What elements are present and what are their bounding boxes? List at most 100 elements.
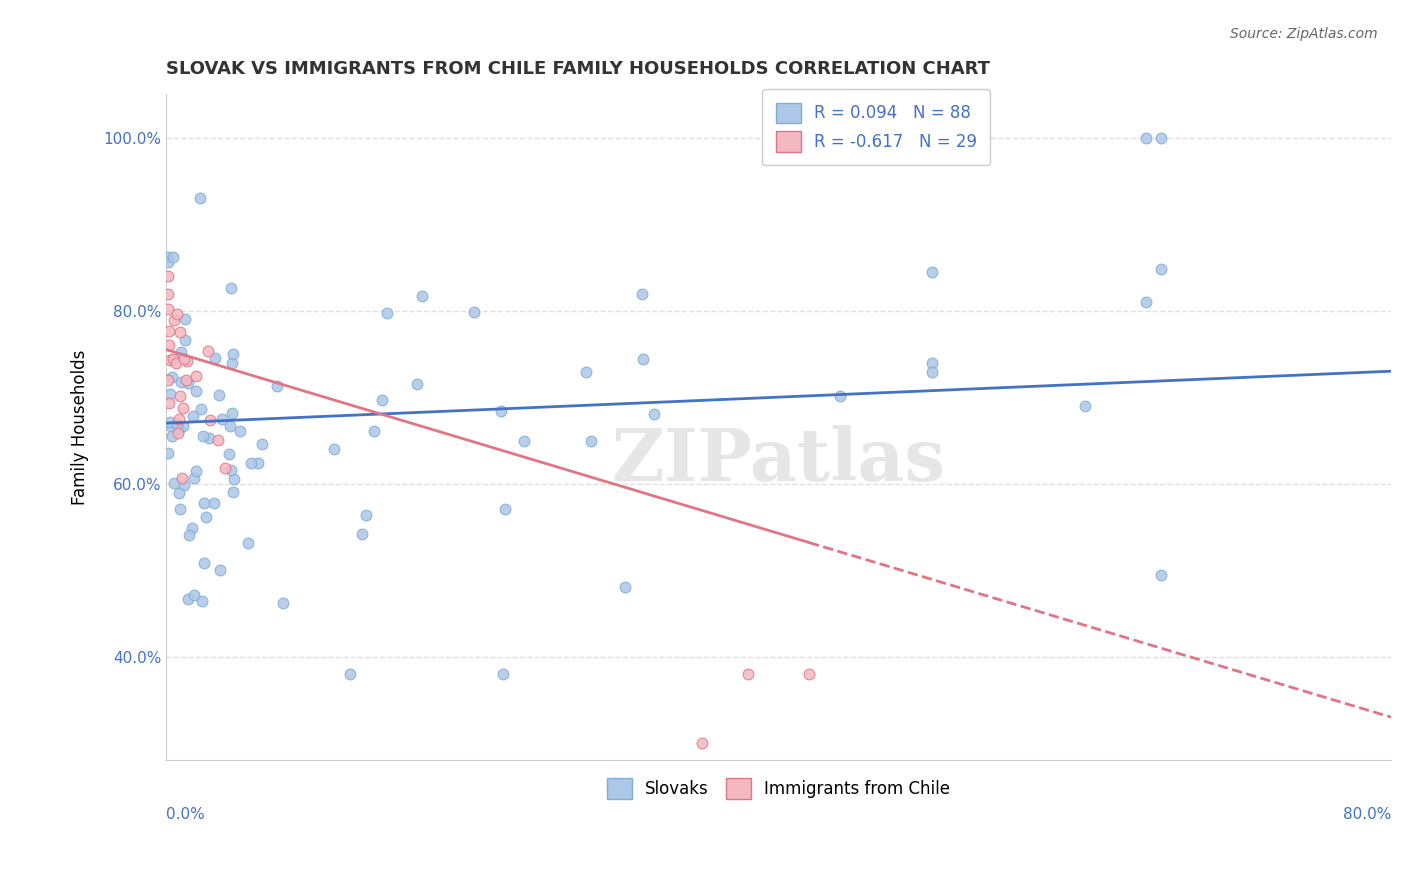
Point — [160, 370, 183, 384]
Point — [162, 352, 184, 367]
Point — [1150, 567, 1173, 582]
Point — [222, 347, 245, 361]
Point — [170, 470, 193, 484]
Point — [183, 409, 205, 423]
Point — [370, 393, 392, 408]
Point — [156, 301, 179, 316]
Point — [159, 419, 181, 434]
Point — [690, 736, 713, 750]
Point — [170, 344, 193, 359]
Point — [183, 588, 205, 602]
Point — [208, 563, 231, 577]
Point — [157, 324, 180, 338]
Point — [166, 417, 188, 431]
Point — [197, 343, 219, 358]
Point — [176, 373, 198, 387]
Point — [159, 387, 181, 401]
Point — [159, 415, 181, 429]
Point — [179, 528, 201, 542]
Point — [207, 433, 229, 447]
Point — [162, 429, 184, 443]
Point — [176, 353, 198, 368]
Point — [198, 431, 221, 445]
Point — [177, 592, 200, 607]
Point — [162, 250, 184, 264]
Point — [222, 485, 245, 500]
Point — [184, 369, 207, 384]
Point — [172, 401, 194, 416]
Point — [200, 413, 222, 427]
Text: Source: ZipAtlas.com: Source: ZipAtlas.com — [1230, 27, 1378, 41]
Point — [266, 378, 288, 392]
Point — [177, 376, 200, 390]
Point — [173, 478, 195, 492]
Point — [921, 356, 943, 370]
Point — [921, 265, 943, 279]
Point — [828, 389, 851, 403]
Point — [405, 377, 427, 392]
Point — [463, 305, 485, 319]
Point — [489, 404, 512, 418]
Text: 0.0%: 0.0% — [166, 807, 205, 822]
Point — [181, 521, 204, 535]
Point — [156, 373, 179, 387]
Point — [246, 456, 269, 470]
Point — [513, 434, 536, 449]
Point — [183, 470, 205, 484]
Point — [375, 306, 398, 320]
Point — [156, 446, 179, 460]
Point — [221, 356, 243, 370]
Point — [167, 422, 190, 436]
Point — [186, 464, 208, 478]
Point — [195, 510, 218, 524]
Point — [204, 351, 226, 365]
Point — [350, 527, 373, 541]
Point — [411, 289, 433, 303]
Point — [191, 429, 214, 443]
Text: 80.0%: 80.0% — [1343, 807, 1391, 822]
Point — [163, 475, 186, 490]
Point — [193, 496, 215, 510]
Y-axis label: Family Households: Family Households — [72, 350, 89, 505]
Text: SLOVAK VS IMMIGRANTS FROM CHILE FAMILY HOUSEHOLDS CORRELATION CHART: SLOVAK VS IMMIGRANTS FROM CHILE FAMILY H… — [166, 60, 990, 78]
Point — [214, 461, 236, 475]
Point — [631, 351, 654, 366]
Point — [221, 406, 243, 420]
Point — [239, 456, 262, 470]
Point — [737, 667, 759, 681]
Point — [1135, 294, 1157, 309]
Point — [191, 594, 214, 608]
Point — [173, 352, 195, 367]
Point — [1150, 130, 1173, 145]
Point — [166, 426, 188, 441]
Point — [1150, 262, 1173, 277]
Point — [323, 442, 346, 457]
Point — [339, 667, 361, 681]
Point — [173, 311, 195, 326]
Point — [172, 419, 194, 434]
Point — [202, 496, 225, 510]
Point — [167, 412, 190, 426]
Point — [797, 667, 820, 681]
Point — [208, 388, 231, 402]
Point — [921, 365, 943, 379]
Point — [156, 269, 179, 284]
Point — [211, 412, 233, 426]
Point — [494, 501, 516, 516]
Point — [222, 472, 245, 486]
Point — [159, 352, 181, 367]
Point — [363, 424, 385, 438]
Point — [190, 402, 212, 417]
Point — [169, 389, 191, 403]
Point — [174, 333, 197, 347]
Point — [354, 508, 377, 523]
Point — [575, 365, 598, 379]
Point — [221, 462, 243, 476]
Point — [193, 556, 215, 570]
Point — [169, 485, 191, 500]
Point — [614, 581, 637, 595]
Point — [238, 536, 260, 550]
Point — [188, 191, 211, 205]
Point — [169, 502, 191, 516]
Point — [163, 313, 186, 327]
